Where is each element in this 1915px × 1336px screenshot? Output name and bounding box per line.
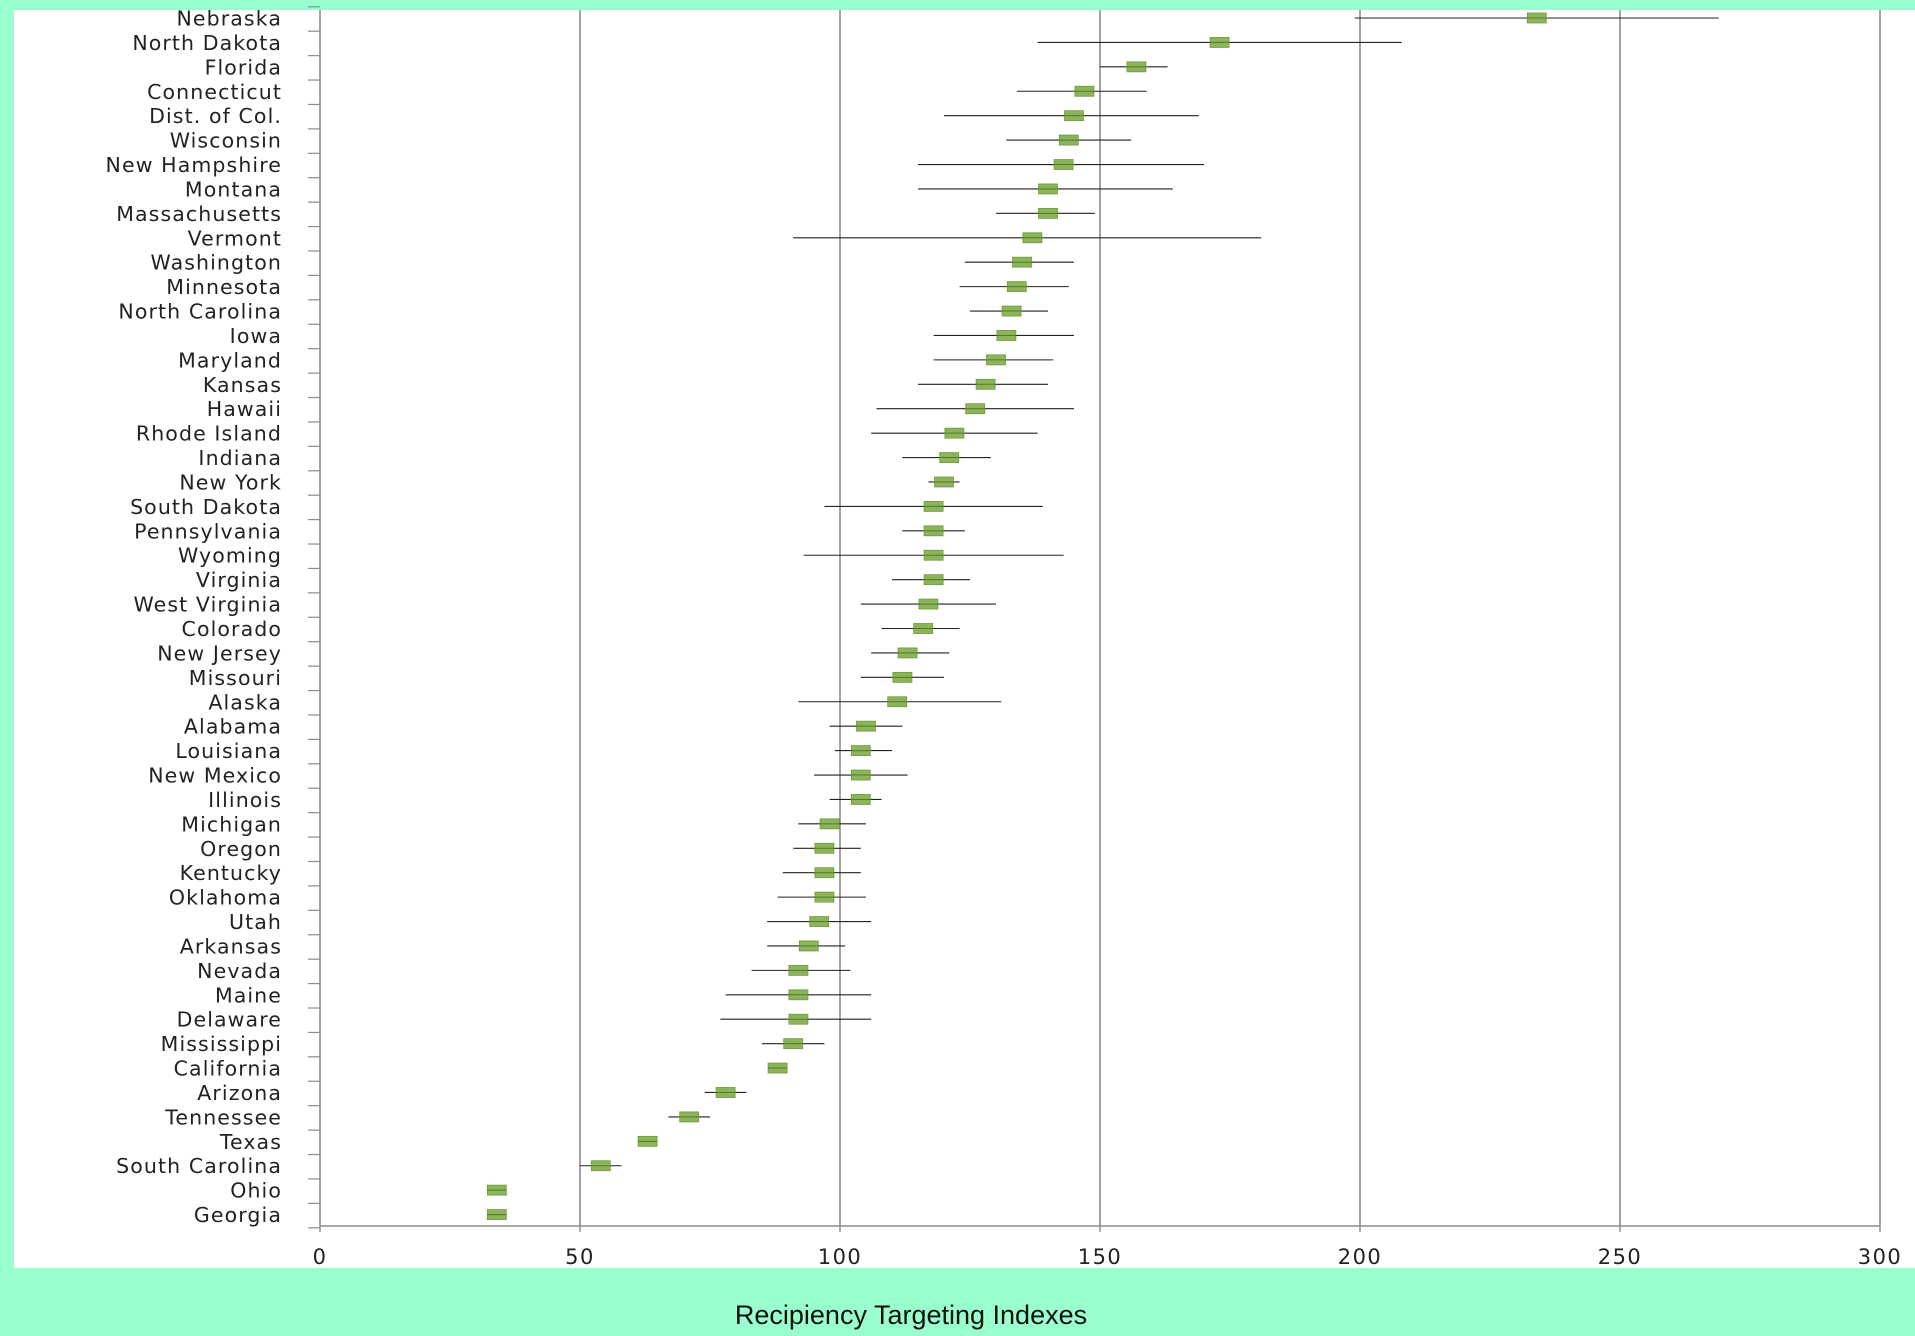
y-tick-label: Kansas [203,373,282,397]
y-tick-label: Minnesota [166,275,282,299]
y-tick-label: Montana [185,177,282,201]
y-tick-label: Kentucky [180,861,282,885]
y-tick-label: Rhode Island [136,422,282,446]
y-tick-label: Nevada [197,959,282,983]
y-tick-label: New York [179,470,282,494]
y-tick-label: Vermont [188,226,282,250]
y-tick-label: New Jersey [157,641,282,665]
y-tick-label: Virginia [196,568,282,592]
x-tick-label: 0 [313,1245,328,1269]
y-tick-label: Wisconsin [170,129,282,153]
y-tick-label: New Mexico [148,764,282,788]
y-tick-label: Oregon [200,837,282,861]
y-tick-label: Pennsylvania [134,519,282,543]
y-tick-label: Wyoming [178,544,282,568]
y-tick-label: New Hampshire [106,153,282,177]
y-tick-label: Mississippi [161,1032,282,1056]
y-tick-label: Georgia [194,1203,282,1227]
y-tick-label: Texas [219,1130,282,1154]
y-tick-label: Hawaii [207,397,282,421]
y-tick-label: Maryland [178,348,282,372]
y-tick-label: West Virginia [133,593,282,617]
y-tick-label: Arkansas [180,934,282,958]
y-tick-label: Missouri [189,666,282,690]
y-tick-label: California [174,1057,282,1081]
y-tick-label: South Dakota [130,495,282,519]
y-tick-label: Dist. of Col. [149,104,282,128]
y-tick-label: North Carolina [118,300,282,324]
x-tick-label: 150 [1078,1245,1123,1269]
x-axis-title: Recipiency Targeting Indexes [734,1300,1088,1330]
y-tick-label: Nebraska [176,7,282,31]
y-tick-label: Iowa [230,324,282,348]
y-tick-label: Alabama [184,715,282,739]
y-tick-label: Alaska [208,690,282,714]
x-tick-label: 200 [1338,1245,1383,1269]
y-tick-label: Michigan [181,812,282,836]
y-tick-label: Indiana [198,446,282,470]
x-tick-label: 50 [565,1245,595,1269]
x-tick-label: 300 [1858,1245,1903,1269]
y-tick-label: Utah [229,910,282,934]
y-tick-label: Illinois [208,788,282,812]
y-tick-label: Arizona [197,1081,282,1105]
y-tick-label: South Carolina [116,1154,282,1178]
y-tick-label: Louisiana [175,739,282,763]
y-tick-label: North Dakota [132,31,282,55]
y-tick-label: Washington [151,251,282,275]
y-tick-label: Delaware [177,1008,282,1032]
y-tick-label: Maine [215,983,282,1007]
y-tick-label: Ohio [230,1179,282,1203]
x-tick-label: 100 [818,1245,863,1269]
y-tick-label: Oklahoma [169,886,282,910]
y-tick-label: Connecticut [147,80,282,104]
y-tick-label: Tennessee [164,1105,282,1129]
y-tick-label: Florida [205,55,282,79]
x-tick-label: 250 [1598,1245,1643,1269]
y-tick-label: Massachusetts [116,202,282,226]
plot-area [14,10,1915,1268]
y-tick-label: Colorado [182,617,282,641]
